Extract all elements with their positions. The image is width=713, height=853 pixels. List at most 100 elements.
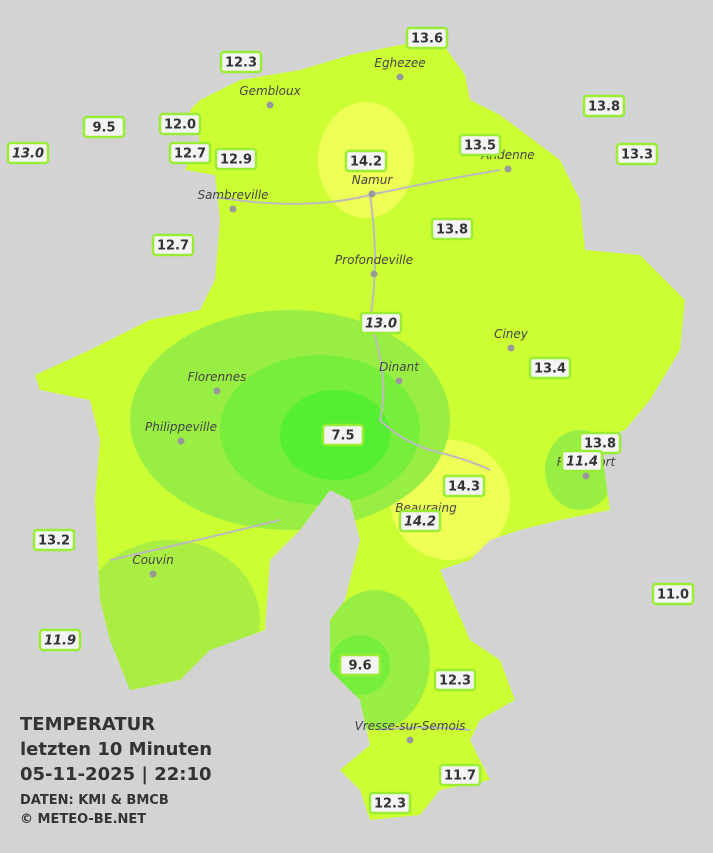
station: 11.0 — [651, 582, 695, 606]
station: 12.3 — [433, 668, 477, 692]
station: 14.2 — [344, 149, 388, 173]
station: 11.7 — [438, 763, 482, 787]
station-value: 12.9 — [220, 153, 252, 168]
city-dot — [395, 377, 403, 385]
station-value: 13.4 — [534, 362, 566, 377]
station-value: 13.0 — [365, 317, 397, 332]
legend-source: DATEN: KMI & BMCB — [20, 793, 169, 808]
station-value: 13.8 — [436, 223, 468, 238]
station-box — [158, 112, 202, 136]
station: 13.8 — [430, 217, 474, 241]
station-value: 7.5 — [331, 429, 354, 444]
station-box — [321, 423, 365, 447]
legend-copyright: © METEO-BE.NET — [20, 812, 146, 827]
station: 13.2 — [32, 528, 76, 552]
station-box — [528, 356, 572, 380]
city-name: Namur — [352, 173, 394, 187]
station-box — [38, 628, 82, 652]
legend-period: letzten 10 Minuten — [20, 739, 212, 760]
station: 13.6 — [405, 26, 449, 50]
station: 14.3 — [442, 474, 486, 498]
station: 13.3 — [615, 142, 659, 166]
station-value: 13.2 — [38, 534, 70, 549]
station-value: 12.0 — [164, 118, 196, 133]
station-value: 11.7 — [444, 769, 476, 784]
station-box — [82, 115, 126, 139]
station: 12.7 — [151, 233, 195, 257]
station-value: 11.9 — [44, 634, 76, 649]
city-name: Ciney — [494, 327, 529, 341]
station: 12.3 — [219, 50, 263, 74]
station: 13.5 — [458, 133, 502, 157]
station: 14.2 — [398, 509, 442, 533]
station-box — [6, 141, 50, 165]
station: 12.7 — [168, 141, 212, 165]
city-dot — [177, 437, 185, 445]
station: 13.8 — [582, 94, 626, 118]
legend-datetime: 05-11-2025 | 22:10 — [20, 764, 212, 785]
legend-title: TEMPERATUR — [20, 714, 155, 735]
station-box — [560, 449, 604, 473]
station-box — [32, 528, 76, 552]
station-box — [651, 582, 695, 606]
station-box — [458, 133, 502, 157]
station-box — [338, 653, 382, 677]
city-name: Vresse-sur-Semois — [355, 719, 466, 733]
city-name: Couvin — [132, 553, 173, 567]
station-box — [398, 509, 442, 533]
river — [109, 519, 471, 731]
station-value: 12.3 — [225, 56, 257, 71]
station: 12.3 — [368, 791, 412, 815]
station-value: 14.2 — [404, 515, 436, 530]
city-dot — [504, 165, 512, 173]
city-dot — [149, 570, 157, 578]
city-dot — [368, 190, 376, 198]
station-value: 12.3 — [439, 674, 471, 689]
city-dot — [229, 205, 237, 213]
station-box — [582, 94, 626, 118]
station: 7.5 — [321, 423, 365, 447]
station-value: 12.3 — [374, 797, 406, 812]
station-box — [168, 141, 212, 165]
city-name: Philippeville — [145, 420, 217, 434]
station-box — [430, 217, 474, 241]
station-box — [214, 147, 258, 171]
station-box — [442, 474, 486, 498]
station: 11.9 — [38, 628, 82, 652]
station-box — [359, 311, 403, 335]
stations: 13.6 12.3 13.8 9.5 12.0 13.5 13.0 12.7 12.9 14.2 1… — [6, 26, 695, 815]
station: 13.0 — [359, 311, 403, 335]
station: 12.9 — [214, 147, 258, 171]
city-dot — [266, 101, 274, 109]
station-box — [219, 50, 263, 74]
station-value: 12.7 — [174, 147, 206, 162]
station-value: 13.3 — [621, 148, 653, 163]
station-value: 13.0 — [12, 147, 44, 162]
station: 9.6 — [338, 653, 382, 677]
station: 12.0 — [158, 112, 202, 136]
station-value: 11.0 — [657, 588, 689, 603]
station-box — [615, 142, 659, 166]
city-dot — [370, 270, 378, 278]
station: 13.4 — [528, 356, 572, 380]
station-box — [438, 763, 482, 787]
station: 9.5 — [82, 115, 126, 139]
city-name: Florennes — [188, 370, 247, 384]
station-value: 9.6 — [348, 659, 371, 674]
station-value: 14.2 — [350, 155, 382, 170]
station-value: 12.7 — [157, 239, 189, 254]
city-dot — [213, 387, 221, 395]
station-box — [433, 668, 477, 692]
city-dot — [406, 736, 414, 744]
station: 13.8 — [578, 431, 622, 455]
city-name: Profondeville — [335, 253, 413, 267]
station-value: 13.8 — [588, 100, 620, 115]
city-dot — [396, 73, 404, 81]
station: 13.0 — [6, 141, 50, 165]
city-name: Eghezee — [374, 56, 425, 70]
station-value: 9.5 — [92, 121, 115, 136]
city-name: Dinant — [379, 360, 420, 374]
station-box — [151, 233, 195, 257]
station: 11.4 — [560, 449, 604, 473]
